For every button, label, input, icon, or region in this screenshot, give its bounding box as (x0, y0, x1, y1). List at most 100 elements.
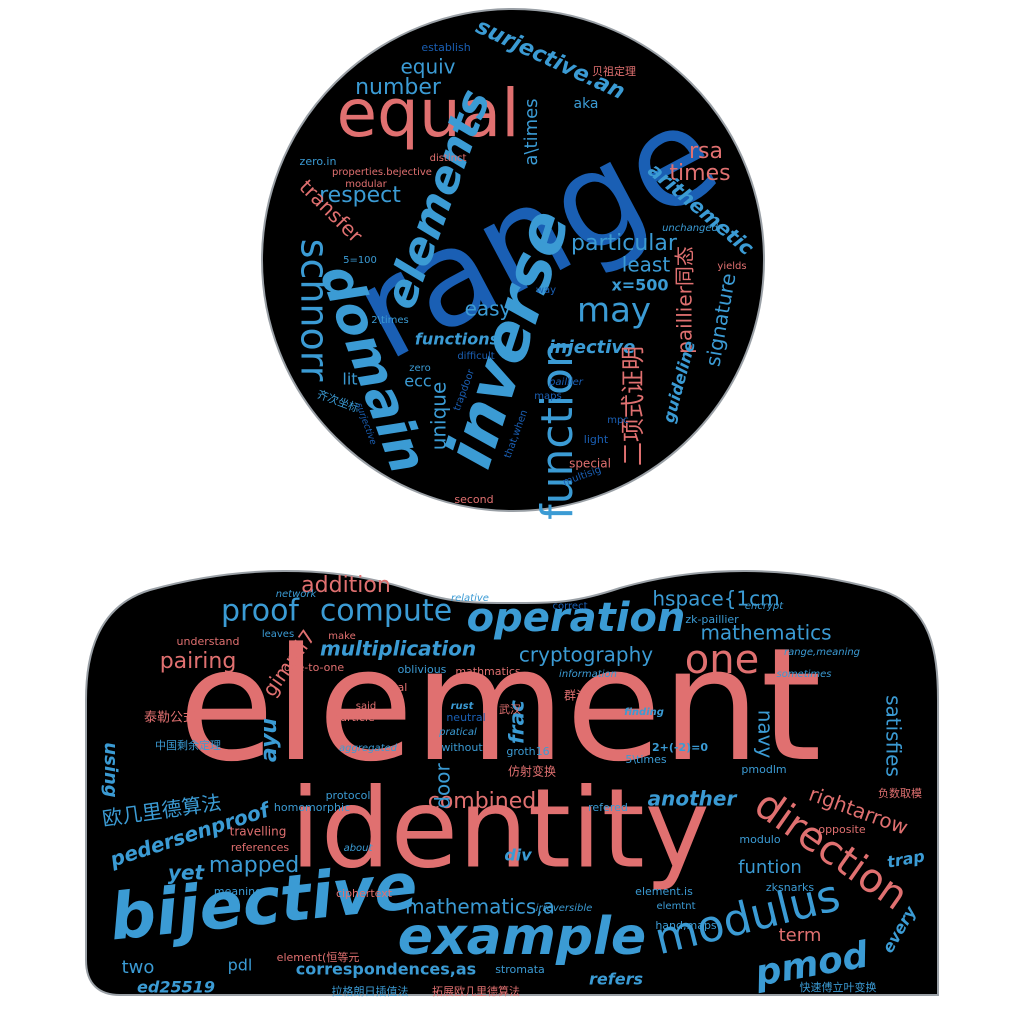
body-word: mapped (209, 853, 299, 878)
body-word: addition (301, 573, 391, 598)
body-word: said (356, 701, 376, 712)
body-word: refers (589, 970, 643, 989)
head-word: modular (345, 179, 387, 190)
head-word: functions (415, 330, 499, 349)
head-word: distinct (430, 153, 467, 164)
body-word: opposite (818, 823, 866, 836)
head-word: aka (573, 96, 598, 112)
body-word: 泰勒公式 (144, 711, 196, 726)
body-word: mathematics,a (405, 895, 555, 919)
body-word: 中国剩余定理 (155, 738, 221, 752)
head-word: rsa (689, 139, 723, 164)
body-word: encrypt (745, 601, 784, 612)
body-word: make (328, 631, 355, 642)
body-word: hand,maps (655, 919, 717, 932)
body-word: leaves (262, 629, 294, 640)
body-word: zksnarks (766, 881, 814, 894)
head-word: equiv (400, 55, 455, 79)
head-word: unchanged (662, 223, 718, 234)
body-word: groth16 (506, 745, 549, 758)
head-word: equal (336, 75, 519, 152)
body-word: neutral (446, 711, 485, 724)
body-word: sometimes (776, 669, 831, 680)
body-word: without (441, 741, 483, 754)
head-word: special (569, 457, 611, 471)
head-word: 5=100 (343, 255, 377, 266)
head-word: unique (427, 382, 451, 451)
head-word: 二项式证明 (619, 346, 647, 466)
body-word: 群论 (564, 689, 588, 703)
head-word: function (532, 340, 583, 520)
head-word: paillier (548, 377, 584, 388)
body-shape (85, 570, 939, 996)
body-word: navy (754, 710, 778, 759)
body-word: 2+(-2)=0 (652, 741, 708, 754)
body-word: one-to-one (284, 661, 345, 674)
body-word: particle (333, 711, 375, 724)
body-word: div (504, 846, 532, 865)
body-word: using (100, 742, 121, 798)
body-word: correct (552, 601, 587, 612)
head-word: particular (571, 231, 678, 256)
body-word: mathmatics (455, 665, 521, 678)
body-word: zk-paillier (685, 613, 739, 626)
body-word: 拓展欧几里德算法 (432, 984, 520, 998)
body-word: term (779, 925, 822, 946)
head-word: schnorr (293, 239, 337, 382)
body-word: range,meaning (784, 647, 860, 658)
head-word: yields (717, 261, 746, 272)
body-word: pdl (228, 956, 253, 975)
body-word: oblivious (398, 663, 447, 676)
head-word: least (622, 253, 671, 277)
body-word: element(恒等元 (277, 950, 360, 964)
body-word: funtion (738, 857, 802, 878)
body-word: 5\times (625, 753, 667, 766)
body-word: yet (168, 861, 206, 885)
body-word-group: element identity bijective example modul… (100, 573, 926, 998)
head-word: establish (421, 41, 470, 54)
body-word: two (122, 957, 155, 978)
body-word: aggregated (339, 743, 398, 754)
body-word: 负数取模 (878, 786, 922, 800)
body-word: 仿射变换 (508, 764, 556, 779)
body-word: 武汉 (499, 703, 521, 716)
body-word: one (685, 637, 759, 683)
body-word: 拉格朗日插值法 (332, 984, 409, 998)
head-word: zero.in (300, 155, 337, 168)
body-word: mathematics (700, 621, 831, 645)
head-word: 贝祖定理 (592, 64, 636, 78)
body-word: pairing (160, 649, 237, 674)
head-circle-shape (261, 8, 765, 512)
body-word: ciphertext (336, 887, 393, 900)
body-word: 快速傅立叶变换 (800, 980, 877, 994)
body-word: references (231, 841, 290, 854)
body-word: understand (177, 635, 240, 648)
body-word: irreversible (536, 903, 593, 914)
body-word: travelling (230, 825, 287, 839)
body-word: information (559, 669, 617, 680)
body-word: network (276, 589, 318, 600)
body-word: operation (467, 595, 686, 641)
body-word: homomorphic (274, 801, 350, 814)
head-word: number (355, 75, 442, 100)
body-word: elemtnt (656, 901, 695, 912)
body-word: example (398, 907, 646, 967)
head-word: ecc (404, 372, 431, 391)
body-word: rust (451, 701, 475, 712)
head-word: maps (534, 391, 561, 402)
body-word: another (648, 787, 738, 811)
body-word: relative (451, 593, 489, 604)
body-word: door (431, 763, 455, 809)
body-word: refered (588, 801, 628, 814)
head-word: second (454, 493, 493, 506)
body-word: protocol (326, 789, 371, 802)
body-word: pmodlm (741, 763, 786, 776)
body-word: about (344, 843, 374, 854)
body-word: element.is (635, 885, 693, 898)
body-word: satisfies (882, 695, 906, 777)
head-word: a\times (521, 98, 542, 165)
head-word: may (577, 291, 651, 331)
body-word: proof (221, 594, 300, 629)
head-word: easy (465, 297, 512, 321)
